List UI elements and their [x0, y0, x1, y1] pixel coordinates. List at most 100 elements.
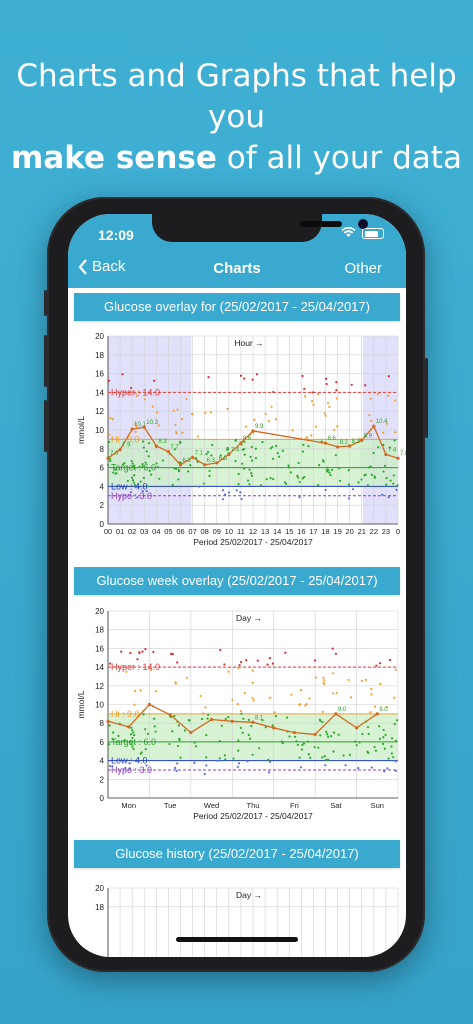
headline: Charts and Graphs that help you make sen…	[0, 56, 473, 179]
reading-point	[251, 696, 254, 700]
reading-point	[387, 757, 390, 760]
reading-point	[139, 752, 142, 755]
reading-point	[209, 411, 212, 414]
reading-point	[111, 738, 114, 741]
reading-point	[128, 762, 131, 765]
reading-point	[153, 725, 156, 728]
reading-point	[308, 697, 311, 700]
reading-point	[305, 703, 308, 706]
x-tick-label: 13	[261, 527, 269, 536]
reading-point	[223, 493, 227, 496]
reading-point	[178, 469, 181, 473]
reading-point	[206, 717, 209, 720]
charts-scroll-area[interactable]: Glucose overlay for (25/02/2017 - 25/04/…	[68, 288, 406, 957]
axis-direction-label: Day →	[236, 613, 262, 623]
reading-point	[205, 764, 208, 767]
reading-point	[126, 479, 129, 483]
reading-point	[287, 464, 290, 467]
reading-point	[141, 465, 144, 468]
reading-point	[270, 405, 273, 408]
reading-point	[393, 696, 396, 699]
reading-point	[245, 659, 248, 662]
trend-point	[142, 425, 146, 429]
reading-point	[287, 466, 291, 469]
threshold-label: Hi : 9.0	[111, 434, 140, 444]
reading-point	[284, 651, 287, 654]
reading-point	[176, 408, 179, 411]
trend-value-label: 8.1	[255, 715, 264, 721]
section-title-history: Glucose history (25/02/2017 - 25/04/2017…	[74, 840, 400, 868]
reading-point	[331, 672, 335, 675]
reading-point	[296, 474, 299, 477]
trend-value-label: 9.0	[338, 707, 347, 713]
x-tick-label: Mon	[121, 801, 136, 810]
x-tick-label: 08	[200, 527, 208, 536]
reading-point	[239, 710, 243, 713]
reading-point	[211, 443, 214, 447]
reading-point	[385, 422, 388, 425]
reading-point	[332, 750, 335, 753]
reading-point	[239, 491, 242, 494]
reading-point	[364, 678, 367, 681]
reading-point	[133, 703, 136, 706]
reading-point	[108, 724, 111, 727]
reading-point	[323, 412, 326, 415]
reading-point	[131, 729, 134, 732]
reading-point	[360, 478, 363, 481]
reading-point	[152, 650, 155, 654]
trend-value-label: 10.4	[376, 419, 388, 425]
reading-point	[322, 676, 325, 679]
reading-point	[132, 731, 135, 734]
reading-point	[189, 464, 192, 467]
reading-point	[394, 769, 397, 772]
reading-point	[378, 737, 382, 740]
reading-point	[234, 439, 237, 442]
reading-point	[129, 651, 132, 655]
reading-point	[185, 676, 189, 679]
reading-point	[338, 479, 342, 482]
x-tick-label: 02	[128, 527, 136, 536]
reading-point	[143, 398, 147, 401]
y-tick-label: 8	[100, 445, 105, 454]
reading-point	[218, 757, 221, 760]
reading-point	[387, 375, 390, 378]
reading-point	[175, 432, 178, 435]
reading-point	[333, 428, 336, 432]
reading-point	[175, 769, 178, 772]
other-button[interactable]: Other	[344, 260, 382, 277]
back-button[interactable]: Back	[78, 258, 125, 275]
trend-value-label: 8.9	[364, 433, 373, 439]
reading-point	[361, 732, 364, 736]
reading-point	[297, 461, 300, 465]
reading-point	[256, 659, 259, 662]
reading-point	[243, 691, 246, 695]
home-indicator[interactable]	[176, 937, 298, 942]
reading-point	[375, 664, 378, 667]
reading-point	[251, 681, 254, 684]
reading-point	[301, 477, 304, 480]
reading-point	[145, 764, 148, 767]
reading-point	[351, 488, 355, 491]
reading-point	[302, 443, 305, 446]
reading-point	[249, 737, 252, 740]
reading-point	[142, 446, 146, 449]
reading-point	[311, 391, 314, 394]
x-tick-label: 20	[345, 527, 353, 536]
reading-point	[202, 482, 205, 485]
reading-point	[207, 713, 210, 716]
y-tick-label: 12	[95, 682, 104, 691]
reading-point	[205, 756, 208, 759]
reading-point	[314, 425, 318, 428]
y-axis-title: mmol/L	[76, 690, 86, 718]
reading-point	[246, 479, 250, 482]
reading-point	[240, 712, 243, 716]
reading-point	[117, 734, 120, 737]
reading-point	[392, 474, 395, 477]
reading-point	[220, 724, 223, 727]
reading-point	[387, 394, 390, 397]
trend-point	[127, 725, 131, 729]
reading-point	[205, 733, 208, 737]
trend-point	[203, 463, 207, 467]
reading-point	[123, 461, 126, 465]
